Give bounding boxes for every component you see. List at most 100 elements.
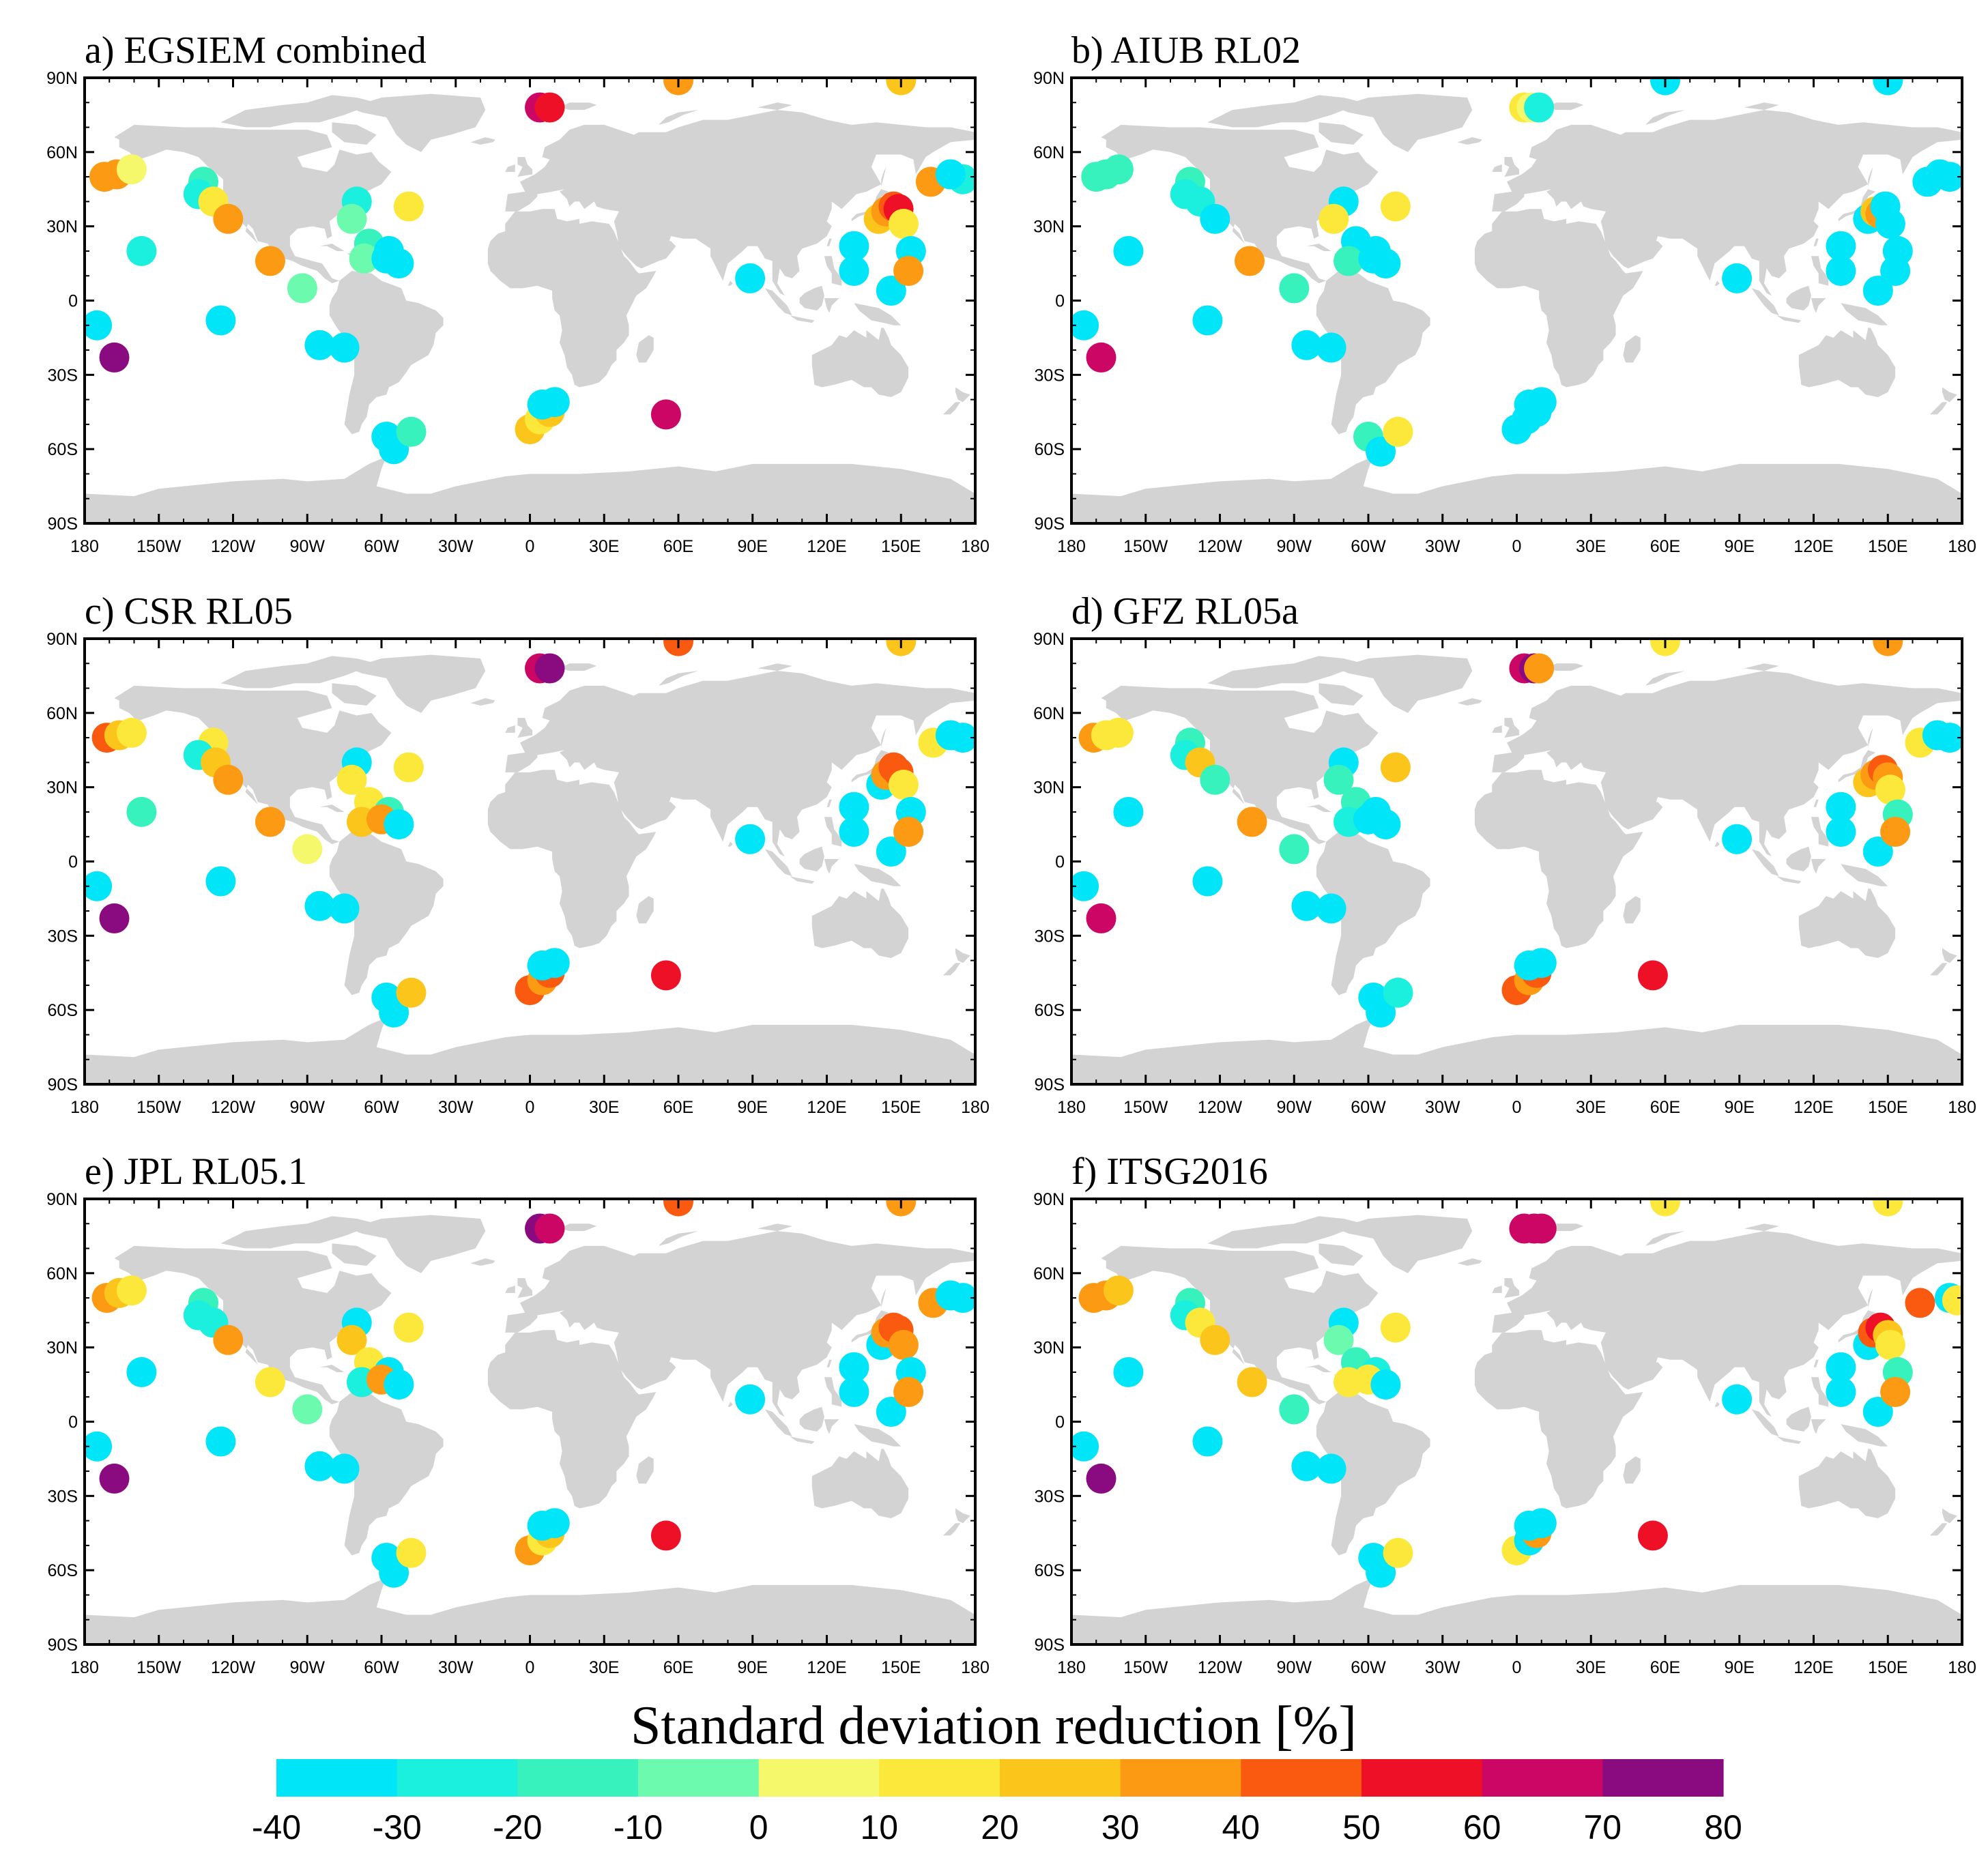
lat-tick-label: 30N <box>46 779 78 798</box>
colorbar-swatch <box>276 1759 398 1797</box>
lat-tick-label: 60N <box>46 143 78 162</box>
station-marker <box>1113 235 1144 266</box>
station-marker <box>99 342 130 373</box>
lon-tick-label: 180 <box>961 537 990 556</box>
lon-tick-label: 60E <box>663 1658 693 1677</box>
station-marker <box>1380 1312 1411 1343</box>
station-marker <box>1514 389 1544 420</box>
lon-tick-label: 150W <box>1123 1098 1168 1117</box>
colorbar-label: 0 <box>749 1808 768 1846</box>
station-marker <box>527 1510 558 1541</box>
station-marker <box>1192 1426 1223 1457</box>
lon-tick-label: 120E <box>1793 537 1833 556</box>
lon-tick-label: 120W <box>1198 537 1243 556</box>
station-marker <box>1319 203 1349 234</box>
lon-tick-label: 60E <box>1650 1098 1680 1117</box>
station-marker <box>205 305 236 336</box>
station-marker <box>379 997 409 1028</box>
station-marker <box>650 399 681 430</box>
station-marker <box>1200 203 1230 234</box>
station-marker <box>527 389 558 420</box>
lon-tick-label: 90W <box>290 1098 326 1117</box>
station-marker <box>1071 1431 1099 1462</box>
station-marker <box>1875 774 1905 805</box>
lon-tick-label: 60E <box>663 537 693 556</box>
lon-tick-label: 30E <box>1576 1658 1606 1677</box>
lon-tick-label: 120E <box>807 1658 846 1677</box>
lat-tick-label: 60S <box>1035 1561 1065 1580</box>
station-marker <box>1880 817 1911 847</box>
station-marker <box>1380 752 1411 783</box>
station-marker <box>1922 720 1953 751</box>
lon-tick-label: 30W <box>1425 537 1460 556</box>
lon-tick-label: 180 <box>1057 1098 1086 1117</box>
lon-tick-label: 180 <box>1948 537 1976 556</box>
station-marker <box>839 817 869 847</box>
station-marker <box>1103 1275 1134 1306</box>
lon-tick-label: 150E <box>1868 537 1907 556</box>
lon-tick-label: 90E <box>1725 1098 1755 1117</box>
station-marker <box>1826 1352 1856 1382</box>
panel-title: b) AIUB RL02 <box>1071 29 1301 72</box>
station-marker <box>735 263 766 293</box>
station-marker <box>292 1394 323 1425</box>
station-marker <box>534 92 565 123</box>
station-marker <box>213 203 244 234</box>
lon-tick-label: 0 <box>1512 1658 1522 1677</box>
lat-tick-label: 90S <box>48 1075 78 1094</box>
station-marker <box>1526 1213 1557 1244</box>
station-marker <box>1237 1367 1267 1397</box>
colorbar-label: 20 <box>981 1808 1019 1846</box>
lon-tick-label: 120E <box>1793 1098 1833 1117</box>
station-marker <box>329 1453 360 1484</box>
station-marker <box>1905 1288 1935 1318</box>
colorbar-swatch <box>879 1759 1000 1797</box>
station-marker <box>1875 209 1905 239</box>
station-marker <box>1323 764 1354 795</box>
colorbar-label: -20 <box>493 1808 542 1846</box>
station-marker <box>534 1213 565 1244</box>
lon-tick-label: 30E <box>589 537 619 556</box>
colorbar-swatch <box>1602 1759 1724 1797</box>
station-marker <box>1514 950 1544 981</box>
station-marker <box>1279 834 1310 865</box>
station-marker <box>255 807 285 837</box>
station-marker <box>1200 764 1230 795</box>
lat-tick-label: 30S <box>1035 1487 1065 1506</box>
colorbar-swatch <box>1000 1759 1121 1797</box>
lon-tick-label: 60E <box>663 1098 693 1117</box>
lat-tick-label: 90S <box>1035 514 1065 534</box>
lon-tick-label: 150E <box>881 537 921 556</box>
station-marker <box>1524 92 1555 123</box>
lon-tick-label: 120W <box>211 1658 256 1677</box>
lon-tick-label: 30E <box>1576 537 1606 556</box>
station-marker <box>1071 310 1099 340</box>
lat-tick-label: 30N <box>1033 1339 1065 1358</box>
station-marker <box>893 1377 924 1407</box>
colorbar: Standard deviation reduction [%] -40 -30 -2… <box>252 1696 1742 1846</box>
colorbar-swatch <box>638 1759 760 1797</box>
lon-tick-label: 30W <box>1425 1658 1460 1677</box>
station-marker <box>839 1377 869 1407</box>
lat-tick-label: 30S <box>1035 366 1065 385</box>
station-marker <box>99 1463 130 1494</box>
lon-tick-label: 180 <box>1057 1658 1086 1677</box>
station-marker <box>1524 653 1555 684</box>
lon-tick-label: 0 <box>525 537 535 556</box>
lon-tick-label: 60W <box>1351 1658 1386 1677</box>
station-marker <box>534 653 565 684</box>
panel-title: d) GFZ RL05a <box>1071 590 1299 633</box>
lat-tick-label: 60N <box>46 1264 78 1284</box>
station-marker <box>1103 154 1134 185</box>
lat-tick-label: 90N <box>1033 630 1065 649</box>
map-panel: c) CSR RL05 180 150W 120W 90W 60W 30W 0 30E 60E 90… <box>46 590 990 1117</box>
station-marker <box>85 871 113 901</box>
station-marker <box>393 752 424 783</box>
station-marker <box>336 764 367 795</box>
station-marker <box>735 824 766 854</box>
station-marker <box>329 332 360 363</box>
lat-tick-label: 30S <box>48 927 78 946</box>
colorbar-label: -10 <box>614 1808 663 1846</box>
lat-tick-label: 90S <box>48 514 78 534</box>
lon-tick-label: 150W <box>1123 537 1168 556</box>
